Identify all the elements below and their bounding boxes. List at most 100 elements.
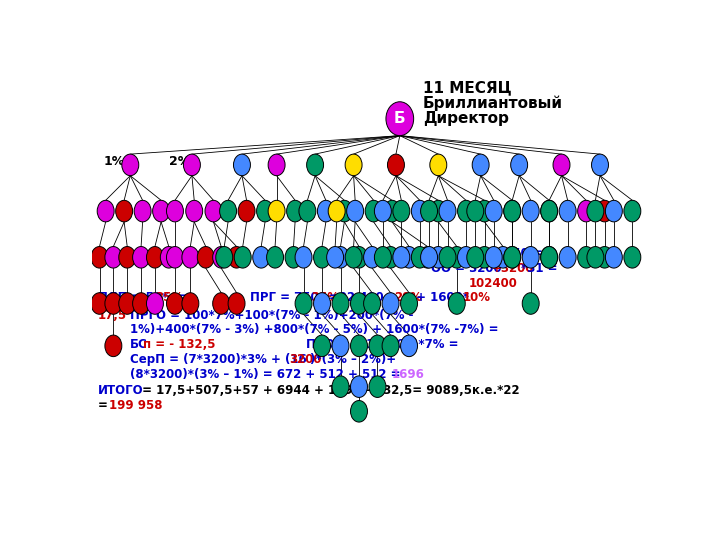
Ellipse shape — [559, 200, 576, 222]
Ellipse shape — [419, 247, 436, 268]
Text: =: = — [174, 291, 192, 304]
Ellipse shape — [116, 200, 132, 222]
Ellipse shape — [314, 293, 330, 314]
Ellipse shape — [382, 293, 399, 314]
Ellipse shape — [606, 247, 622, 268]
Ellipse shape — [105, 247, 122, 268]
Ellipse shape — [256, 200, 274, 222]
Ellipse shape — [374, 200, 392, 222]
Text: =: = — [98, 400, 112, 413]
Text: ПЛП = 50*: ПЛП = 50* — [98, 291, 168, 304]
Ellipse shape — [587, 247, 604, 268]
Ellipse shape — [197, 247, 215, 268]
Ellipse shape — [522, 200, 539, 222]
Text: +3200: +3200 — [492, 262, 534, 275]
Ellipse shape — [166, 200, 184, 222]
Text: Бриллиантовый: Бриллиантовый — [423, 96, 563, 111]
Text: = 17,5+507,5+57 + 6944 + 1696 – 132,5= 9089,5к.е.*22: = 17,5+507,5+57 + 6944 + 1696 – 132,5= 9… — [138, 384, 520, 397]
Ellipse shape — [485, 247, 503, 268]
Ellipse shape — [228, 247, 245, 268]
Ellipse shape — [400, 293, 418, 314]
Ellipse shape — [119, 247, 135, 268]
Ellipse shape — [577, 200, 595, 222]
Ellipse shape — [212, 293, 230, 314]
Ellipse shape — [220, 200, 237, 222]
Ellipse shape — [234, 247, 251, 268]
Ellipse shape — [307, 154, 323, 176]
Ellipse shape — [510, 154, 528, 176]
Ellipse shape — [430, 154, 447, 176]
Ellipse shape — [411, 247, 428, 268]
Ellipse shape — [596, 200, 613, 222]
Ellipse shape — [485, 200, 503, 222]
Ellipse shape — [314, 247, 330, 268]
Ellipse shape — [449, 293, 465, 314]
Ellipse shape — [387, 154, 405, 176]
Ellipse shape — [184, 154, 200, 176]
Text: 35%: 35% — [155, 291, 183, 304]
Ellipse shape — [365, 200, 382, 222]
Ellipse shape — [624, 200, 641, 222]
Ellipse shape — [553, 154, 570, 176]
Text: 25%: 25% — [311, 291, 339, 304]
Ellipse shape — [369, 335, 386, 356]
Ellipse shape — [457, 247, 474, 268]
Ellipse shape — [439, 200, 456, 222]
Text: 3200: 3200 — [289, 353, 321, 366]
Ellipse shape — [182, 293, 199, 314]
Text: ОО = 3200: ОО = 3200 — [431, 262, 501, 275]
Ellipse shape — [504, 247, 521, 268]
Ellipse shape — [476, 200, 493, 222]
Ellipse shape — [146, 247, 163, 268]
Ellipse shape — [606, 200, 622, 222]
Ellipse shape — [336, 200, 353, 222]
Ellipse shape — [253, 247, 270, 268]
Ellipse shape — [420, 247, 438, 268]
Ellipse shape — [182, 247, 199, 268]
Ellipse shape — [495, 247, 511, 268]
Ellipse shape — [400, 335, 418, 356]
Ellipse shape — [457, 200, 474, 222]
Ellipse shape — [328, 200, 345, 222]
Ellipse shape — [268, 154, 285, 176]
Ellipse shape — [541, 247, 558, 268]
Ellipse shape — [228, 293, 245, 314]
Ellipse shape — [351, 247, 367, 268]
Ellipse shape — [467, 200, 484, 222]
Text: )*(3% – 2%)+: )*(3% – 2%)+ — [310, 353, 397, 366]
Ellipse shape — [351, 376, 367, 397]
Ellipse shape — [364, 293, 381, 314]
Ellipse shape — [386, 102, 414, 136]
Ellipse shape — [411, 200, 428, 222]
Ellipse shape — [624, 247, 641, 268]
Text: ПРО = (31*3200)*7% =: ПРО = (31*3200)*7% = — [306, 338, 459, 351]
Text: БС: БС — [130, 338, 148, 351]
Ellipse shape — [420, 200, 438, 222]
Ellipse shape — [134, 200, 151, 222]
Text: ПРГ = 750*: ПРГ = 750* — [250, 291, 325, 304]
Ellipse shape — [122, 154, 139, 176]
Ellipse shape — [393, 200, 410, 222]
Text: 10%: 10% — [463, 291, 491, 304]
Ellipse shape — [476, 247, 493, 268]
Ellipse shape — [295, 247, 312, 268]
Ellipse shape — [238, 200, 255, 222]
Ellipse shape — [266, 247, 284, 268]
Ellipse shape — [97, 200, 114, 222]
Ellipse shape — [91, 293, 108, 314]
Text: 11 МЕСЯЦ: 11 МЕСЯЦ — [423, 80, 511, 96]
Ellipse shape — [119, 293, 135, 314]
Ellipse shape — [449, 247, 465, 268]
Text: ГО = 64*50 =: ГО = 64*50 = — [454, 247, 542, 260]
Ellipse shape — [105, 335, 122, 356]
Ellipse shape — [364, 247, 381, 268]
Ellipse shape — [541, 200, 558, 222]
Text: + 1600*: + 1600* — [412, 291, 469, 304]
Text: п = - 132,5: п = - 132,5 — [143, 338, 215, 351]
Ellipse shape — [369, 376, 386, 397]
Ellipse shape — [587, 200, 604, 222]
Text: ИТОГО: ИТОГО — [98, 384, 143, 397]
Ellipse shape — [430, 200, 447, 222]
Ellipse shape — [472, 154, 489, 176]
Ellipse shape — [285, 247, 302, 268]
